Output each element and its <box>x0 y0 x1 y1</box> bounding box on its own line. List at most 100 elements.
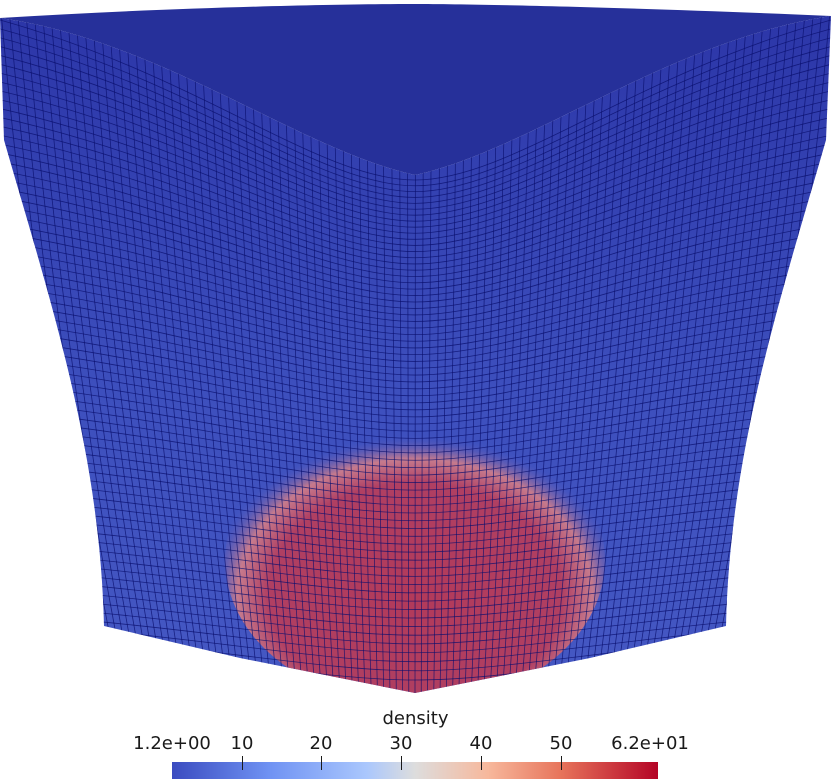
mesh-gridline <box>0 533 831 577</box>
mesh-gridline <box>0 108 831 240</box>
mesh-gridline <box>694 16 790 693</box>
mesh-gridline <box>0 621 831 663</box>
mesh-gridline <box>0 462 831 514</box>
mesh-gridline <box>700 16 799 693</box>
mesh-gridline <box>74 16 161 693</box>
mesh-gridline <box>0 365 831 432</box>
mesh-gridline <box>0 568 831 610</box>
scalar-bar-title: density <box>382 708 449 729</box>
mesh-gridline <box>682 16 774 693</box>
mesh-gridline <box>107 16 186 693</box>
mesh-gridline <box>613 16 682 693</box>
mesh-gridline <box>0 577 831 619</box>
mesh-gridline <box>0 258 831 349</box>
mesh-gridline <box>644 16 724 693</box>
mesh-gridline <box>0 320 831 397</box>
scalar-bar-tick-mark <box>481 756 482 770</box>
mesh-gridline <box>0 55 831 204</box>
mesh-gridline <box>563 16 616 693</box>
scalar-bar-tick-label: 6.2e+01 <box>611 733 689 754</box>
mesh-gridline <box>0 72 831 216</box>
mesh-gridline <box>0 63 831 210</box>
mesh-gridline <box>0 232 831 329</box>
mesh-gridline <box>157 16 223 693</box>
mesh-gridline <box>0 187 831 296</box>
mesh-gridline <box>0 391 831 454</box>
mesh-gridline <box>0 249 831 342</box>
mesh-gridline <box>0 435 831 491</box>
mesh-gridline <box>0 125 831 252</box>
mesh-gridline <box>669 16 757 693</box>
mesh-gridline <box>582 16 641 693</box>
mesh-gridline <box>0 276 831 362</box>
mesh-gridline <box>0 497 831 545</box>
scalar-bar: density 1.2e+00 10 20 30 40 50 6.2e+01 <box>0 700 831 782</box>
mesh-gridline <box>0 37 831 193</box>
scalar-bar-gradient <box>172 762 658 779</box>
mesh-gridline <box>0 480 831 529</box>
mesh-gridline <box>638 16 716 693</box>
mesh-gridline <box>32 16 130 693</box>
mesh-gridline <box>0 134 831 259</box>
mesh-gridline <box>0 311 831 390</box>
mesh-gridline <box>588 16 649 693</box>
mesh-gridline <box>0 418 831 476</box>
mesh-gridline <box>0 453 831 506</box>
mesh-gridline <box>0 347 831 418</box>
mesh-gridline <box>0 471 831 522</box>
mesh-gridline <box>0 19 831 181</box>
mesh-gridline <box>0 515 831 561</box>
mesh-gridline <box>240 16 285 693</box>
mesh-gridline <box>0 506 831 553</box>
mesh-gridline <box>0 161 831 277</box>
mesh-gridline <box>626 16 699 693</box>
mesh-gridline <box>199 16 254 693</box>
mesh-gridline <box>99 16 180 693</box>
mesh-gridline <box>149 16 217 693</box>
mesh-gridline <box>0 338 831 411</box>
mesh-gridline <box>0 223 831 322</box>
mesh-gridline <box>232 16 279 693</box>
mesh-gridline <box>557 16 608 693</box>
scalar-bar-tick-label: 20 <box>309 733 333 754</box>
mesh-gridline <box>0 604 831 645</box>
mesh-gridline <box>190 16 248 693</box>
scalar-bar-tick-mark <box>401 756 402 770</box>
mesh-gridline <box>0 285 831 369</box>
mesh-gridline <box>0 28 831 187</box>
mesh-gridline <box>0 267 831 356</box>
mesh-gridline <box>0 524 831 569</box>
mesh-gridline <box>0 409 831 469</box>
mesh-gridline <box>607 16 674 693</box>
mesh-gridline <box>0 90 831 228</box>
scalar-bar-tick-mark <box>561 756 562 770</box>
mesh-gridline <box>0 294 831 376</box>
mesh-gridline <box>545 16 591 693</box>
mesh-gridline <box>0 489 831 537</box>
mesh-gridline <box>0 205 831 309</box>
mesh-gridline <box>0 551 831 594</box>
mesh-gridline <box>0 356 831 425</box>
mesh-gridline <box>570 16 624 693</box>
mesh-gridline <box>0 373 831 439</box>
mesh-gridline <box>0 595 831 636</box>
mesh-gridline <box>0 196 831 303</box>
mesh-gridline <box>91 16 173 693</box>
mesh-gridline <box>207 16 260 693</box>
mesh-gridline <box>0 444 831 499</box>
mesh-gridline <box>0 427 831 483</box>
mesh-gridline <box>0 303 831 383</box>
mesh-gridline <box>576 16 632 693</box>
mesh-gridline <box>0 241 831 336</box>
mesh-gridline <box>0 329 831 404</box>
mesh-gridline <box>0 81 831 222</box>
scalar-bar-tick-label: 50 <box>549 733 573 754</box>
mesh-gridline <box>215 16 267 693</box>
mesh-gridline <box>619 16 691 693</box>
mesh-gridline <box>0 99 831 234</box>
mesh-gridline <box>223 16 273 693</box>
mesh-gridline <box>140 16 211 693</box>
mesh-gridline <box>0 143 831 265</box>
mesh-gridline <box>182 16 242 693</box>
